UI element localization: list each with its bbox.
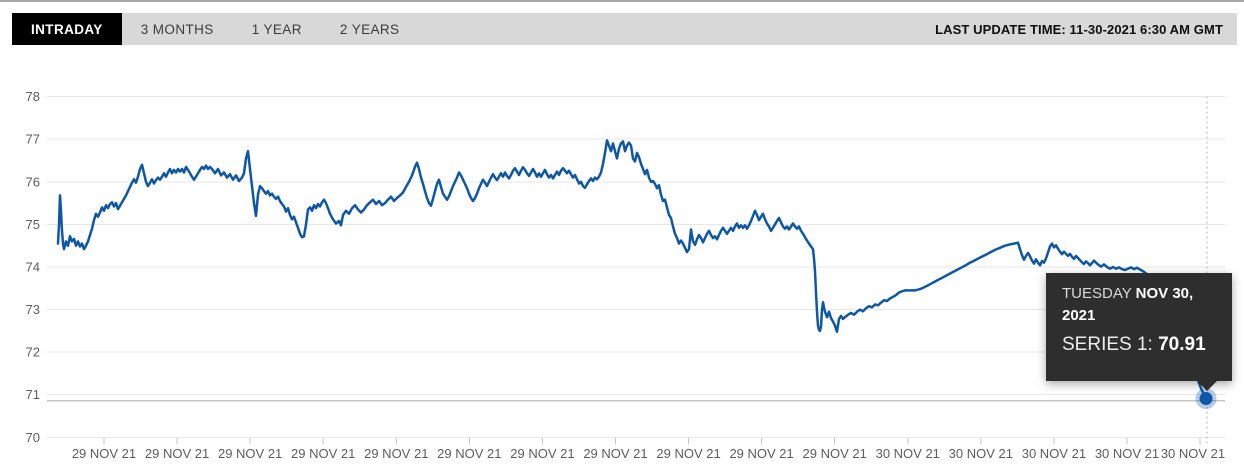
tooltip-series-value: SERIES 1: 70.91 — [1062, 332, 1220, 358]
chart-tooltip: TUESDAY NOV 30, 2021 SERIES 1: 70.91 — [1046, 273, 1232, 391]
y-axis-label: 71 — [26, 387, 40, 402]
selected-point-dot[interactable] — [1199, 392, 1213, 406]
tooltip-date-line1: TUESDAY NOV 30, — [1062, 283, 1220, 305]
x-axis-label: 29 NOV 21 — [729, 446, 793, 461]
y-axis-label: 78 — [26, 89, 40, 104]
x-axis-label: 30 NOV 21 — [1095, 446, 1159, 461]
tooltip-weekday: TUESDAY — [1062, 285, 1136, 302]
y-axis-label: 77 — [26, 132, 40, 147]
x-axis-label: 29 NOV 21 — [437, 446, 501, 461]
x-axis-label: 29 NOV 21 — [218, 446, 282, 461]
top-divider — [0, 0, 1244, 2]
y-axis-label: 75 — [26, 217, 40, 232]
tab-3-months[interactable]: 3 MONTHS — [140, 21, 214, 37]
y-axis-label: 70 — [26, 430, 40, 445]
tooltip-year: 2021 — [1062, 307, 1096, 324]
x-axis-label: 29 NOV 21 — [583, 446, 647, 461]
y-axis-label: 76 — [26, 174, 40, 189]
x-axis-label: 29 NOV 21 — [291, 446, 355, 461]
x-axis-label: 29 NOV 21 — [510, 446, 574, 461]
tooltip-pointer — [1197, 381, 1217, 391]
x-axis-label: 29 NOV 21 — [656, 446, 720, 461]
series-line[interactable] — [56, 139, 1208, 400]
x-axis-label: 30 NOV 21 — [1022, 446, 1086, 461]
last-update-time: LAST UPDATE TIME: 11-30-2021 6:30 AM GMT — [935, 21, 1223, 37]
x-axis-label: 30 NOV 21 — [949, 446, 1013, 461]
price-chart[interactable]: 70 71 72 73 74 75 76 77 78 29 NOV 21 29 NOV 21 29 N… — [0, 55, 1244, 469]
x-axis-label: 30 NOV 21 — [1161, 446, 1225, 461]
tooltip-series-label: SERIES 1: — [1062, 334, 1159, 355]
x-axis-label: 29 NOV 21 — [145, 446, 209, 461]
period-tab-bar: INTRADAY 3 MONTHS 1 YEAR 2 YEARS LAST UP… — [12, 13, 1237, 45]
x-axis-label: 29 NOV 21 — [803, 446, 867, 461]
tab-intraday[interactable]: INTRADAY — [12, 13, 122, 45]
tab-2-years[interactable]: 2 YEARS — [339, 21, 400, 37]
tab-1-year[interactable]: 1 YEAR — [251, 21, 302, 37]
tooltip-value: 70.91 — [1158, 334, 1206, 355]
y-axis-label: 74 — [26, 259, 40, 274]
tooltip-date: NOV 30, — [1135, 285, 1194, 302]
x-axis-label: 29 NOV 21 — [364, 446, 428, 461]
y-axis-label: 72 — [26, 345, 40, 360]
x-axis-label: 29 NOV 21 — [72, 446, 136, 461]
x-axis-label: 30 NOV 21 — [876, 446, 940, 461]
y-axis-label: 73 — [26, 302, 40, 317]
